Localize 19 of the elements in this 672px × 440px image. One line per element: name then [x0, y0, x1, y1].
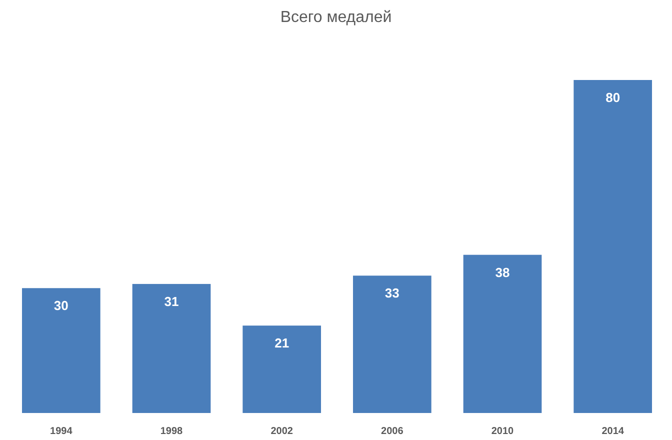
- x-tick-label: 2006: [381, 426, 404, 437]
- bar: [463, 254, 542, 413]
- bar: [353, 276, 432, 413]
- bar: [242, 326, 321, 413]
- x-tick-label: 2002: [270, 426, 294, 437]
- x-tick-label: 1998: [160, 426, 184, 437]
- data-label: 21: [274, 336, 290, 351]
- data-label: 30: [54, 298, 68, 314]
- bar: [22, 288, 100, 413]
- data-label: 38: [495, 264, 510, 280]
- chart-title: Всего медалей: [280, 9, 392, 26]
- data-label: 33: [384, 286, 400, 301]
- data-label: 80: [606, 90, 620, 105]
- x-tick-label: 2014: [602, 426, 624, 437]
- bar: [574, 80, 652, 413]
- data-label: 31: [164, 294, 179, 309]
- bar: [132, 284, 211, 413]
- x-tick-label: 1994: [50, 426, 73, 437]
- x-tick-label: 2010: [491, 426, 514, 437]
